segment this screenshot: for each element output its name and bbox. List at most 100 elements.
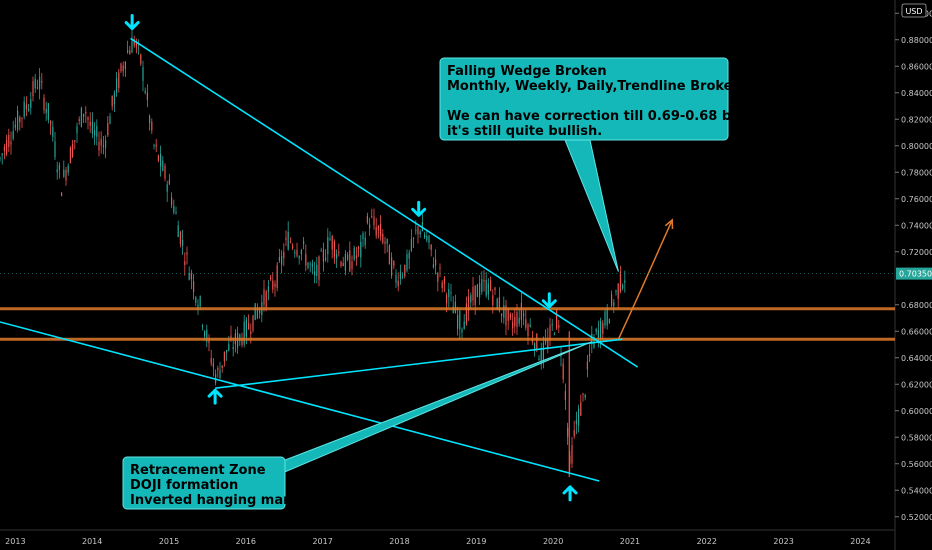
arrow-head-icon [411, 207, 427, 217]
candle-body [463, 321, 465, 330]
arrow-head-icon [124, 21, 140, 31]
candle-body [322, 249, 324, 262]
candle-body [199, 296, 201, 307]
candle-body [485, 280, 487, 296]
candle-body [474, 285, 476, 306]
candle-body [580, 402, 582, 416]
candle-body [615, 290, 617, 292]
candle-body [371, 216, 373, 218]
candle-body [498, 297, 500, 311]
candle-body [34, 78, 36, 89]
candle-body [23, 101, 25, 117]
callout-line: Retracement Zone [130, 463, 266, 478]
candle-body [300, 249, 302, 255]
candle-body [338, 251, 340, 253]
candle-body [562, 363, 564, 380]
candle-body [105, 140, 107, 148]
time-tick-label: 2015 [159, 537, 179, 546]
candle-body [336, 253, 338, 259]
projection-path[interactable] [617, 219, 673, 340]
candle-body [307, 262, 309, 269]
arrow-head-icon [541, 299, 557, 309]
candle-body [487, 283, 489, 295]
candle-body [377, 226, 379, 231]
candle-body [256, 309, 258, 318]
candle-body [476, 284, 478, 297]
candle-body [197, 304, 199, 310]
candle-body [465, 303, 467, 324]
candle-body [384, 241, 386, 244]
price-tick-label: 0.56000 [901, 460, 932, 469]
callout-box[interactable] [122, 456, 286, 510]
candle-body [107, 123, 109, 136]
price-tick-label: 0.80000 [901, 142, 932, 151]
candle-body [184, 261, 186, 266]
arrow-head-icon [207, 388, 223, 398]
price-tick-label: 0.88000 [901, 36, 932, 45]
candle-body [446, 295, 448, 304]
candle-body [129, 50, 131, 55]
callout-box[interactable] [439, 57, 729, 141]
candle-body [419, 231, 421, 235]
candle-body [560, 355, 562, 357]
candle-body [457, 315, 459, 329]
wedge-resistance-line[interactable] [130, 37, 639, 368]
candle-body [472, 286, 474, 301]
candle-body [459, 310, 461, 330]
candle-body [94, 130, 96, 136]
candle-body [437, 273, 439, 282]
candle-body [157, 155, 159, 161]
candle-body [276, 265, 278, 288]
candle-body [155, 144, 157, 147]
candle-body [39, 77, 41, 90]
candle-body [349, 250, 351, 272]
candle-body [6, 140, 8, 154]
candle-body [571, 445, 573, 464]
time-tick-label: 2016 [236, 537, 256, 546]
time-axis: 2013 2014 2015 2016 2017 2018 2019 2020 2021 2022… [0, 529, 895, 546]
projection-arrow[interactable] [617, 218, 674, 340]
candle-body [195, 297, 197, 303]
candle-body [492, 295, 494, 306]
candle-body [287, 231, 289, 250]
projection-arrowhead[interactable] [664, 218, 674, 229]
candle-body [248, 323, 250, 329]
candle-body [254, 303, 256, 321]
candle-body [347, 254, 349, 260]
candle-body [217, 367, 219, 370]
candle-body [567, 427, 569, 437]
candle-body [314, 271, 316, 276]
trendlines[interactable] [0, 37, 639, 482]
candle-body [573, 430, 575, 437]
candle-body [622, 284, 624, 289]
candle-body [186, 252, 188, 255]
candle-body [309, 263, 311, 265]
candle-body [171, 197, 173, 205]
candle-body [17, 110, 19, 130]
candle-body [265, 291, 267, 308]
candle-body [96, 126, 98, 137]
candle-body [364, 237, 366, 246]
current-price-badge [896, 267, 932, 280]
time-tick-label: 2017 [312, 537, 332, 546]
candle-body [424, 234, 426, 238]
candle-body [118, 72, 120, 89]
candle-body [56, 169, 58, 173]
candle-body [219, 369, 221, 379]
candle-body [397, 280, 399, 287]
candle-body [589, 354, 591, 357]
candle-body [135, 40, 137, 47]
candle-body [613, 302, 615, 307]
candle-body [327, 236, 329, 255]
price-tick-label: 0.60000 [901, 407, 932, 416]
wedge-support-line[interactable] [215, 338, 623, 390]
lower-channel-line[interactable] [0, 321, 600, 482]
candle-body [1, 153, 3, 156]
horizontal-levels[interactable] [0, 307, 895, 341]
candle-body [201, 325, 203, 327]
candle-body [525, 319, 527, 328]
